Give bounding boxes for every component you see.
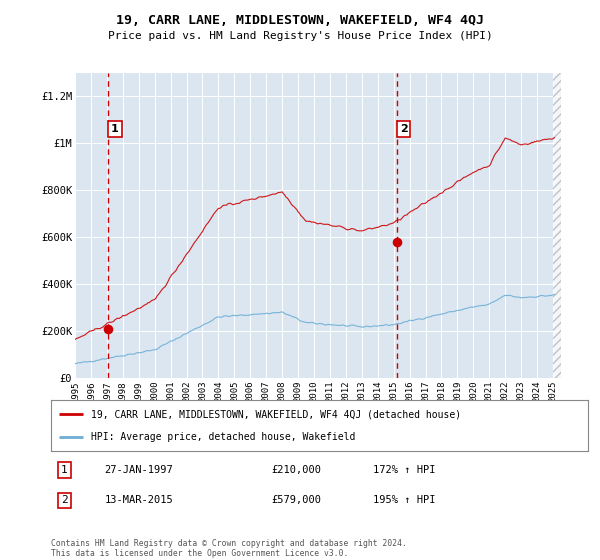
Text: 1: 1 (111, 124, 119, 134)
Text: 172% ↑ HPI: 172% ↑ HPI (373, 465, 436, 475)
Text: 2: 2 (400, 124, 407, 134)
Text: 2: 2 (61, 496, 68, 506)
Point (103, 324, 113, 333)
Text: £210,000: £210,000 (271, 465, 321, 475)
Text: This data is licensed under the Open Government Licence v3.0.: This data is licensed under the Open Gov… (51, 549, 349, 558)
Text: 13-MAR-2015: 13-MAR-2015 (105, 496, 173, 506)
Text: HPI: Average price, detached house, Wakefield: HPI: Average price, detached house, Wake… (91, 432, 356, 442)
Text: 19, CARR LANE, MIDDLESTOWN, WAKEFIELD, WF4 4QJ: 19, CARR LANE, MIDDLESTOWN, WAKEFIELD, W… (116, 14, 484, 27)
Text: 27-JAN-1997: 27-JAN-1997 (105, 465, 173, 475)
Point (392, 237, 401, 246)
Text: Contains HM Land Registry data © Crown copyright and database right 2024.: Contains HM Land Registry data © Crown c… (51, 539, 407, 548)
Text: 195% ↑ HPI: 195% ↑ HPI (373, 496, 436, 506)
Text: 19, CARR LANE, MIDDLESTOWN, WAKEFIELD, WF4 4QJ (detached house): 19, CARR LANE, MIDDLESTOWN, WAKEFIELD, W… (91, 409, 461, 419)
Text: £579,000: £579,000 (271, 496, 321, 506)
Text: 1: 1 (61, 465, 68, 475)
Text: Price paid vs. HM Land Registry's House Price Index (HPI): Price paid vs. HM Land Registry's House … (107, 31, 493, 41)
